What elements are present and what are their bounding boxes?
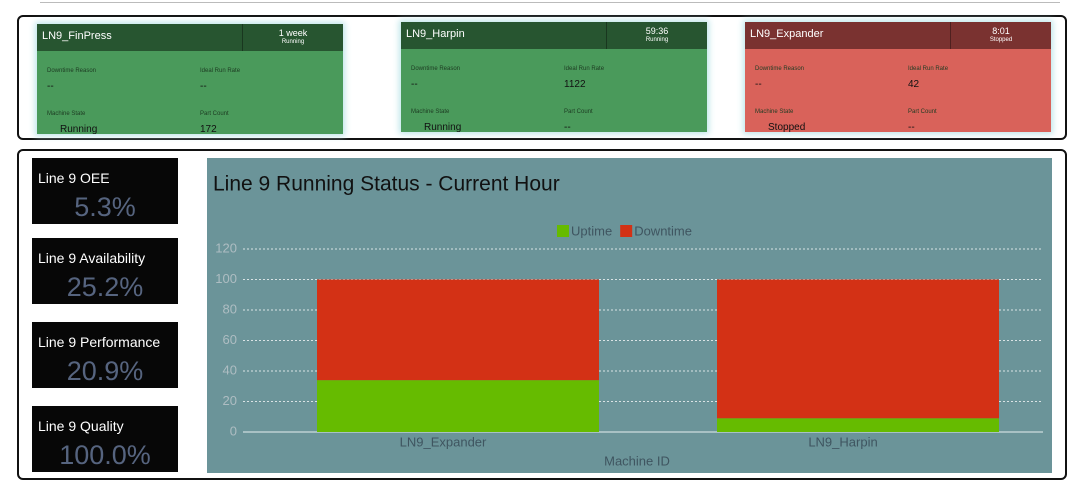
- machines-panel: [17, 15, 1067, 140]
- machine-name: LN9_Harpin: [406, 28, 465, 40]
- kpi-tile: Line 9 OEE 5.3%: [32, 158, 178, 224]
- field-value: 1122: [564, 79, 586, 90]
- field-value: Running: [60, 124, 98, 135]
- legend-label: Downtime: [634, 223, 692, 238]
- field-label: Machine State: [47, 111, 86, 117]
- field-value: --: [411, 79, 418, 90]
- line-panel: [17, 149, 1067, 480]
- field-label: Part Count: [908, 109, 937, 115]
- field-label: Part Count: [200, 111, 229, 117]
- y-tick-label: 0: [230, 423, 237, 438]
- bar-segment: [717, 279, 999, 419]
- kpi-value: 25.2%: [66, 272, 144, 302]
- card-header: LN9_FinPress 1 week Running: [37, 24, 343, 51]
- y-tick-label: 100: [215, 271, 237, 286]
- kpi-tile: Line 9 Performance 20.9%: [32, 322, 178, 388]
- kpi-label: Line 9 Performance: [38, 334, 161, 350]
- field-value: --: [200, 81, 207, 92]
- header-divider: [242, 24, 243, 51]
- machine-card: LN9_Expander 8:01 Stopped Downtime Reason --…: [745, 22, 1051, 133]
- field-label: Downtime Reason: [411, 66, 461, 72]
- field-value: --: [47, 81, 54, 92]
- machine-status: Running: [645, 37, 669, 43]
- field-value: --: [755, 79, 762, 90]
- bar-segment: [717, 418, 999, 432]
- y-tick-label: 60: [223, 332, 237, 347]
- field-label: Machine State: [411, 109, 450, 115]
- chart-title: Line 9 Running Status - Current Hour: [213, 173, 560, 196]
- bar-segment: [317, 279, 599, 381]
- y-tick-label: 40: [223, 362, 237, 377]
- card-header: LN9_Expander 8:01 Stopped: [745, 22, 1051, 49]
- kpi-value: 20.9%: [66, 356, 144, 386]
- machine-duration: 1 week: [278, 28, 308, 38]
- machine-card: LN9_Harpin 59:36 Running Downtime Reason -- I…: [401, 22, 707, 133]
- field-label: Ideal Run Rate: [564, 66, 605, 72]
- machine-name: LN9_Expander: [750, 28, 824, 40]
- machine-card: LN9_FinPress 1 week Running Downtime Reason…: [37, 24, 343, 135]
- field-value: --: [908, 122, 915, 133]
- field-value: 42: [908, 79, 920, 90]
- field-label: Part Count: [564, 109, 593, 115]
- header-divider: [606, 22, 607, 49]
- field-label: Ideal Run Rate: [908, 66, 949, 72]
- machine-status: Running: [281, 39, 305, 45]
- kpi-tile: Line 9 Availability 25.2%: [32, 238, 178, 304]
- kpi-tile: Line 9 Quality 100.0%: [32, 406, 178, 472]
- kpi-value: 5.3%: [74, 192, 136, 222]
- field-label: Ideal Run Rate: [200, 68, 241, 74]
- machine-duration: 59:36: [645, 26, 669, 36]
- bar-segment: [317, 380, 599, 432]
- legend-swatch: [557, 225, 569, 237]
- field-value: --: [564, 122, 571, 133]
- field-value: Stopped: [768, 122, 806, 133]
- field-value: Running: [424, 122, 462, 133]
- field-label: Downtime Reason: [47, 68, 97, 74]
- kpi-label: Line 9 OEE: [38, 170, 110, 186]
- x-tick-label: LN9_Expander: [400, 434, 487, 449]
- field-label: Downtime Reason: [755, 66, 805, 72]
- legend-swatch: [620, 225, 633, 237]
- top-rule: [40, 2, 1060, 3]
- y-tick-label: 80: [223, 301, 237, 316]
- field-value: 172: [200, 124, 217, 135]
- card-header: LN9_Harpin 59:36 Running: [401, 22, 707, 49]
- x-axis-label: Machine ID: [604, 453, 670, 468]
- chart: Line 9 Running Status - Current Hour Mac…: [207, 158, 1052, 473]
- y-tick-label: 120: [215, 240, 237, 255]
- machine-duration: 8:01: [992, 26, 1010, 36]
- y-tick-label: 20: [223, 393, 237, 408]
- x-tick-label: LN9_Harpin: [808, 434, 877, 449]
- machine-name: LN9_FinPress: [42, 30, 112, 42]
- kpi-label: Line 9 Availability: [38, 250, 146, 266]
- header-divider: [950, 22, 951, 49]
- field-label: Machine State: [755, 109, 794, 115]
- legend-label: Uptime: [571, 223, 612, 238]
- kpi-label: Line 9 Quality: [38, 418, 124, 434]
- machine-status: Stopped: [989, 37, 1013, 43]
- kpi-value: 100.0%: [59, 440, 151, 470]
